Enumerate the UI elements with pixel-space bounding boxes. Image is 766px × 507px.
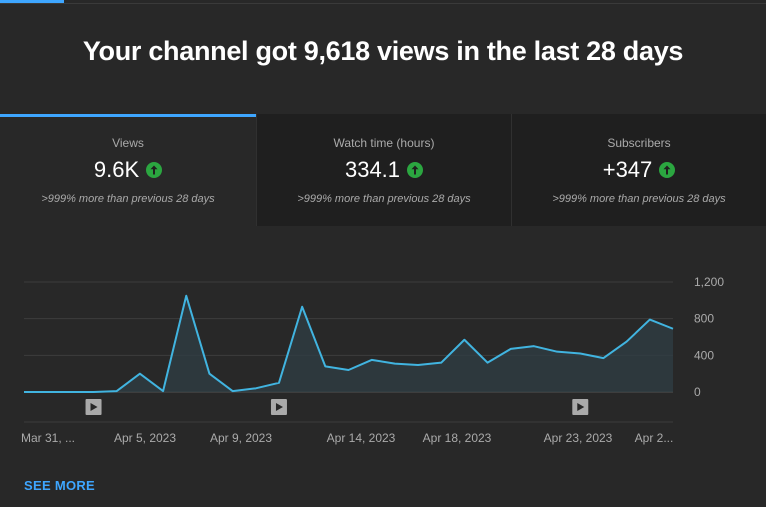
y-tick-label: 1,200 <box>694 275 724 289</box>
x-tick-label: Apr 5, 2023 <box>114 431 176 445</box>
tab-views[interactable]: Views 9.6K >999% more than previous 28 d… <box>0 114 256 226</box>
arrow-up-circle-icon <box>146 162 163 178</box>
metric-tabs: Views 9.6K >999% more than previous 28 d… <box>0 114 766 226</box>
views-chart[interactable]: 1,200 800 400 0 Mar 31, ... Apr 5, 2023 Apr 9,… <box>0 262 766 452</box>
tab-comparison: >999% more than previous 28 days <box>552 193 726 205</box>
tab-comparison: >999% more than previous 28 days <box>297 193 471 205</box>
chart-svg: 1,200 800 400 0 Mar 31, ... Apr 5, 2023 Apr 9,… <box>21 275 724 445</box>
play-icon[interactable] <box>572 399 589 415</box>
y-tick-label: 400 <box>694 348 714 362</box>
tab-selected-indicator <box>0 114 256 117</box>
tab-value: 9.6K <box>93 157 140 182</box>
arrow-up-circle-icon <box>659 162 676 178</box>
x-tick-label: Apr 23, 2023 <box>544 431 613 445</box>
x-tick-label: Mar 31, ... <box>21 431 75 445</box>
tab-watch-time[interactable]: Watch time (hours) 334.1 >999% more than… <box>256 114 511 226</box>
x-tick-label: Apr 18, 2023 <box>423 431 492 445</box>
series-area <box>24 295 673 392</box>
tab-subscribers[interactable]: Subscribers +347 >999% more than previou… <box>511 114 766 226</box>
arrow-up-circle-icon <box>407 162 424 178</box>
tab-label: Subscribers <box>607 136 671 150</box>
x-tick-label: Apr 2... <box>635 431 674 445</box>
see-more-link[interactable]: SEE MORE <box>24 478 96 493</box>
tab-value: 334.1 <box>344 157 401 182</box>
play-icon[interactable] <box>85 399 102 415</box>
divider <box>0 3 766 4</box>
y-tick-label: 800 <box>694 312 714 326</box>
tab-label: Watch time (hours) <box>333 136 435 150</box>
y-tick-label: 0 <box>694 385 701 399</box>
play-icon[interactable] <box>270 399 287 415</box>
series-line <box>24 294 674 393</box>
tab-label: Views <box>112 136 144 150</box>
tab-value: +347 <box>602 157 653 182</box>
x-tick-label: Apr 9, 2023 <box>210 431 272 445</box>
top-tab-indicator <box>0 0 64 3</box>
page-title: Your channel got 9,618 views in the last… <box>82 36 684 66</box>
tab-comparison: >999% more than previous 28 days <box>41 193 215 205</box>
x-tick-label: Apr 14, 2023 <box>327 431 396 445</box>
